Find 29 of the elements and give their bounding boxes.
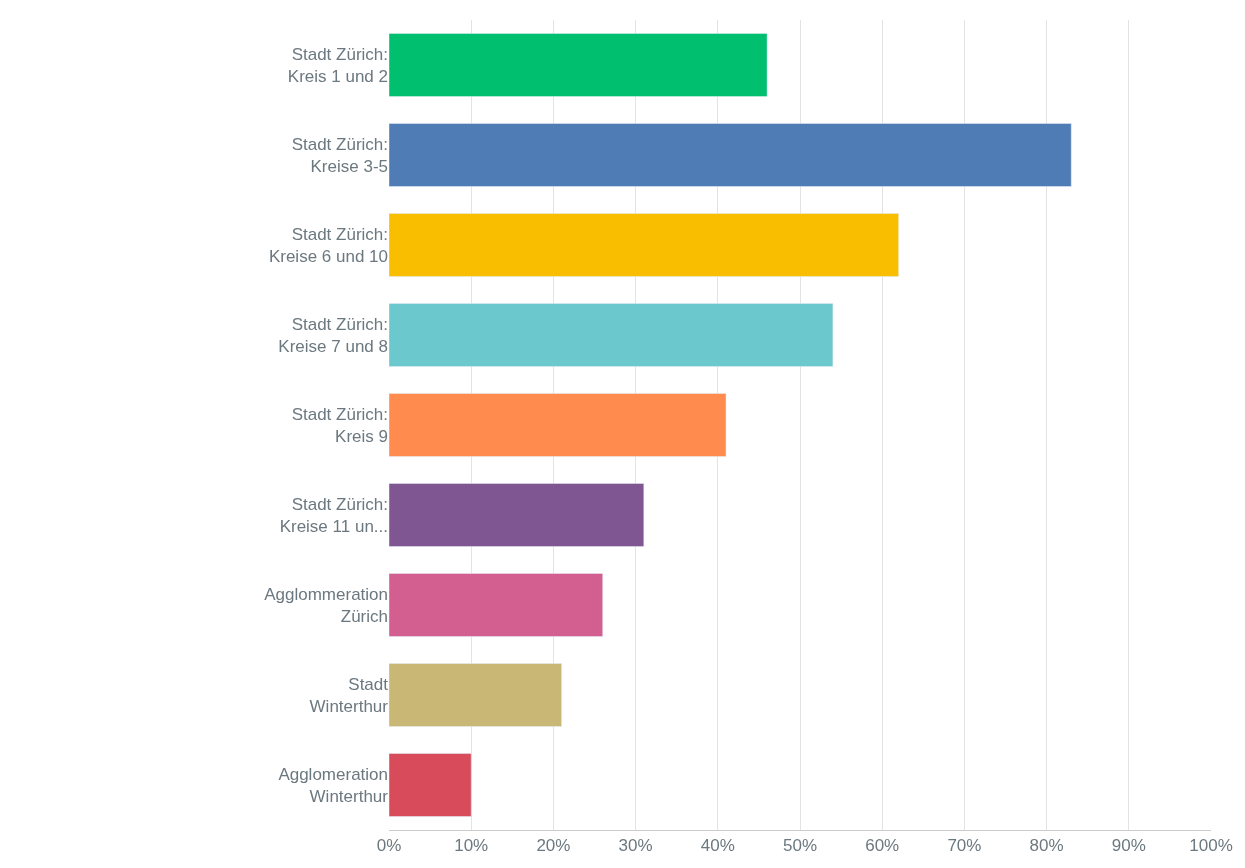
bar [389, 483, 645, 547]
bar [389, 393, 727, 457]
y-tick-label: Stadt Zürich: Kreis 1 und 2 [287, 44, 388, 86]
x-tick-label: 0% [376, 836, 402, 856]
bar [389, 303, 834, 367]
y-tick-label: Agglommeration Zürich [264, 584, 388, 626]
bar [389, 213, 899, 277]
x-tick-label: 30% [618, 836, 653, 856]
x-tick-label: 70% [947, 836, 982, 856]
x-tick-label: 100% [1189, 836, 1233, 856]
x-tick-label: 10% [454, 836, 489, 856]
y-tick-label: Stadt Zürich: Kreise 7 und 8 [278, 314, 388, 356]
x-tick-label: 50% [782, 836, 818, 856]
x-tick-label: 90% [1111, 836, 1146, 856]
y-tick-label: Stadt Zürich: Kreise 11 un... [279, 494, 388, 536]
x-tick-label: 40% [700, 836, 735, 856]
x-tick-label: 80% [1029, 836, 1064, 856]
bar [389, 753, 472, 817]
bar [389, 33, 768, 97]
bar [389, 123, 1072, 187]
y-tick-label: Stadt Zürich: Kreise 6 und 10 [268, 224, 388, 266]
y-tick-label: Stadt Zürich: Kreis 9 [291, 404, 388, 446]
y-tick-label: Agglomeration Winterthur [278, 764, 389, 806]
y-tick-label: Stadt Zürich: Kreise 3-5 [291, 134, 388, 176]
x-tick-label: 60% [865, 836, 900, 856]
bar [389, 663, 562, 727]
bar [389, 573, 603, 637]
x-tick-label: 20% [536, 836, 571, 856]
y-tick-label: Stadt Winterthur [309, 674, 389, 716]
